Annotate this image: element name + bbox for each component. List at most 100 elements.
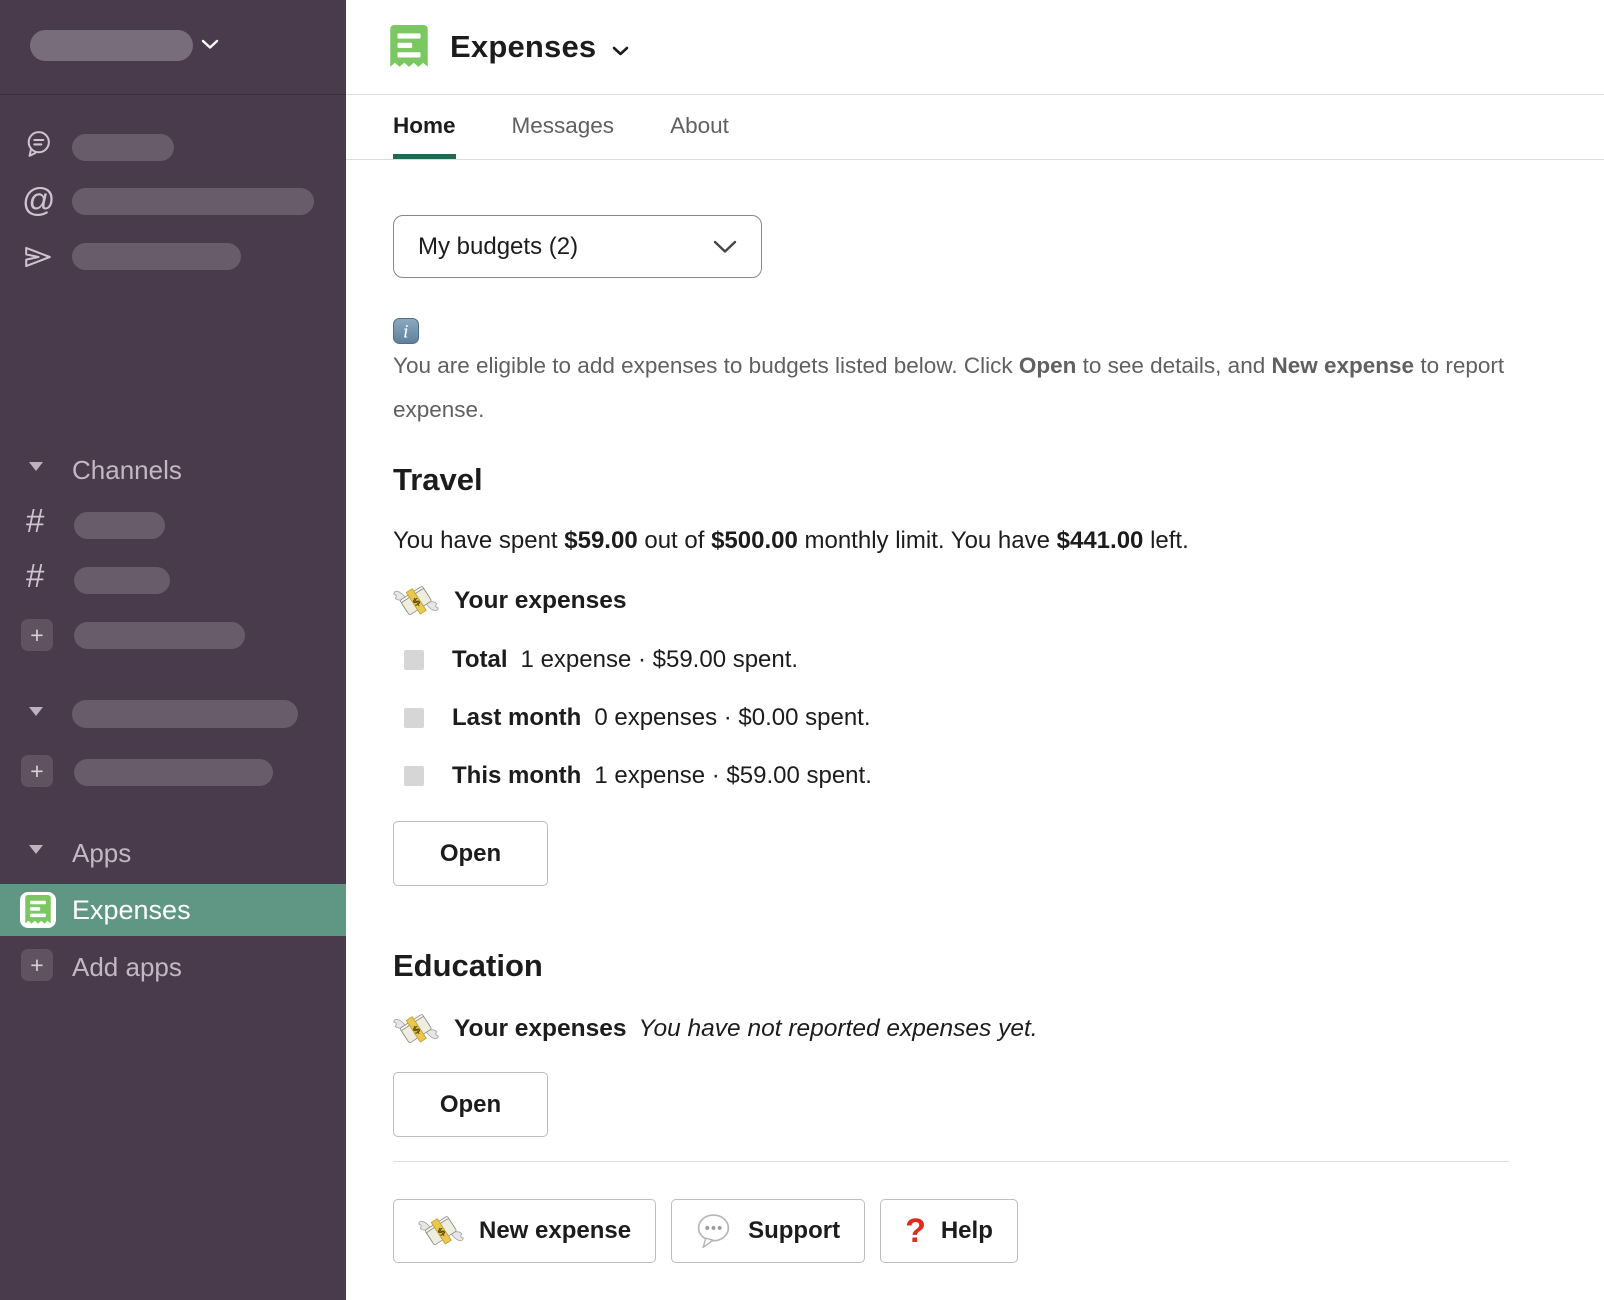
- speech-balloon-icon: [696, 1213, 733, 1250]
- sidebar-item-add-channels[interactable]: +: [0, 619, 346, 653]
- workspace-switcher[interactable]: [0, 0, 346, 95]
- add-channels-label-placeholder: [74, 622, 245, 649]
- workspace-sidebar: @ Channels # # + + Apps E: [0, 0, 346, 1300]
- budget-summary: You have spent $59.00 out of $500.00 mon…: [393, 526, 1509, 556]
- stat-label: Last month: [452, 704, 582, 731]
- emoji-placeholder-square: [404, 650, 424, 670]
- sidebar-section-channels[interactable]: Channels: [0, 452, 346, 486]
- workspace-name-placeholder: [30, 30, 193, 61]
- section-divider: [393, 1161, 1509, 1162]
- app-title: Expenses: [450, 29, 597, 64]
- sidebar-section-apps[interactable]: Apps: [0, 835, 346, 869]
- emoji-placeholder-square: [404, 708, 424, 728]
- sidebar-item-channel[interactable]: #: [0, 559, 346, 595]
- chevron-down-icon: [29, 462, 43, 471]
- chevron-down-icon: [29, 707, 43, 716]
- info-text: to report expense.: [393, 353, 1505, 422]
- sidebar-section-collapsed[interactable]: [0, 698, 346, 732]
- stat-detail: 0 expenses · $0.00 spent.: [594, 704, 871, 731]
- spent-amount: $59.00: [564, 527, 638, 554]
- open-travel-button[interactable]: Open: [393, 821, 548, 886]
- info-icon: i: [393, 318, 419, 344]
- your-expenses-heading: Your expenses You have not reported expe…: [393, 1012, 1509, 1045]
- summary-text: left.: [1143, 527, 1189, 554]
- chevron-down-icon: [713, 240, 737, 253]
- apps-section-label: Apps: [72, 838, 132, 868]
- red-question-icon: ?: [905, 1212, 926, 1250]
- plus-icon: +: [21, 755, 53, 787]
- app-tabs: Home Messages About: [346, 95, 1604, 160]
- info-text: You are eligible to add expenses to budg…: [393, 353, 1019, 378]
- info-open-ref: Open: [1018, 353, 1077, 378]
- chevron-down-icon: [613, 46, 629, 55]
- new-expense-label: New expense: [479, 1217, 632, 1244]
- new-expense-button[interactable]: New expense: [393, 1199, 657, 1263]
- money-with-wings-icon: [393, 583, 439, 619]
- sidebar-item-threads[interactable]: [0, 128, 346, 162]
- item-label-placeholder: [74, 759, 273, 786]
- expenses-app-icon: [20, 892, 56, 928]
- summary-text: You have spent: [393, 527, 565, 554]
- budget-section-title: Education: [393, 948, 543, 983]
- section-name-placeholder: [72, 700, 298, 728]
- sidebar-item-mentions[interactable]: @: [0, 183, 346, 219]
- tab-home[interactable]: Home: [393, 95, 456, 159]
- channels-section-label: Channels: [72, 455, 182, 485]
- channel-hash-icon: #: [26, 557, 45, 594]
- channel-hash-icon: #: [26, 502, 45, 539]
- support-button[interactable]: Support: [671, 1199, 866, 1263]
- your-expenses-heading: Your expenses: [393, 584, 1509, 617]
- info-glyph: i: [403, 323, 408, 343]
- stat-label: Total: [452, 646, 508, 673]
- threads-icon: [27, 131, 50, 157]
- summary-text: out of: [637, 527, 712, 554]
- support-label: Support: [748, 1217, 841, 1244]
- receipt-icon: [390, 25, 428, 69]
- stat-label: This month: [452, 762, 582, 789]
- home-tab-content: My budgets (2) i You are eligible to add …: [346, 160, 1604, 1263]
- threads-label-placeholder: [72, 134, 174, 161]
- emoji-placeholder-square: [404, 766, 424, 786]
- sidebar-item-dms[interactable]: [0, 240, 346, 274]
- chevron-down-icon: [29, 845, 43, 854]
- add-apps-label: Add apps: [72, 952, 182, 982]
- info-new-expense-ref: New expense: [1271, 353, 1415, 378]
- receipt-icon: [25, 895, 51, 925]
- budget-select-value: My budgets (2): [418, 232, 579, 260]
- channel-name-placeholder: [74, 567, 170, 594]
- summary-text: monthly limit. You have: [797, 527, 1057, 554]
- action-buttons: New expense Support ? Help: [393, 1199, 1509, 1263]
- sidebar-item-add-apps[interactable]: + Add apps: [0, 948, 346, 984]
- paper-plane-icon: [25, 246, 51, 268]
- info-text: to see details, and: [1076, 353, 1272, 378]
- info-banner: i You are eligible to add expenses to bud…: [393, 318, 1509, 432]
- mentions-label-placeholder: [72, 188, 314, 215]
- expense-stat-row: Last month 0 expenses · $0.00 spent.: [393, 703, 1509, 733]
- dms-label-placeholder: [72, 243, 241, 270]
- sidebar-item-channel[interactable]: #: [0, 504, 346, 540]
- money-with-wings-icon: [393, 1011, 439, 1047]
- tab-about[interactable]: About: [670, 113, 729, 138]
- expense-stat-row: This month 1 expense · $59.00 spent.: [393, 761, 1509, 791]
- sidebar-item-add[interactable]: +: [0, 755, 346, 789]
- mentions-icon: @: [22, 181, 56, 218]
- channel-name-placeholder: [74, 512, 165, 539]
- expenses-app-label: Expenses: [72, 895, 191, 925]
- tab-messages[interactable]: Messages: [511, 113, 615, 138]
- sidebar-item-expenses-app[interactable]: Expenses: [0, 884, 346, 936]
- no-expenses-note: You have not reported expenses yet.: [638, 1014, 1038, 1042]
- limit-amount: $500.00: [711, 527, 798, 554]
- stat-detail: 1 expense · $59.00 spent.: [594, 762, 872, 789]
- app-title-menu[interactable]: Expenses: [390, 25, 629, 69]
- app-home-panel: Expenses Home Messages About My budgets …: [346, 0, 1604, 1300]
- money-with-wings-icon: [418, 1213, 464, 1249]
- help-label: Help: [940, 1217, 993, 1244]
- your-expenses-label: Your expenses: [454, 1014, 627, 1042]
- open-education-button[interactable]: Open: [393, 1072, 548, 1137]
- expense-stat-row: Total 1 expense · $59.00 spent.: [393, 645, 1509, 675]
- chevron-down-icon: [201, 39, 219, 49]
- budget-section-title: Travel: [393, 462, 483, 497]
- help-button[interactable]: ? Help: [880, 1199, 1018, 1263]
- plus-icon: +: [21, 949, 53, 981]
- budget-select[interactable]: My budgets (2): [393, 215, 762, 278]
